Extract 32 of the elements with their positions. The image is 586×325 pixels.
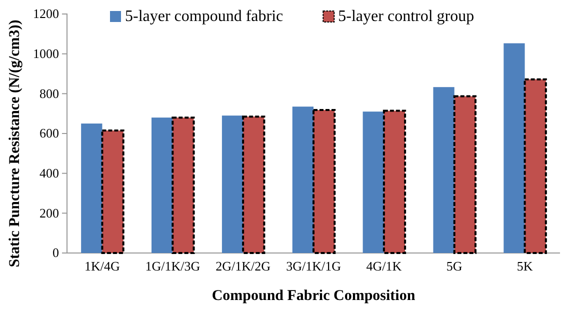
bar — [312, 109, 336, 254]
y-tick-label: 200 — [40, 205, 59, 220]
x-axis-title: Compound Fabric Composition — [212, 288, 416, 304]
bar — [292, 106, 314, 253]
legend-label: 5-layer compound fabric — [125, 8, 284, 25]
bar — [504, 43, 525, 253]
legend-label: 5-layer control group — [338, 8, 474, 25]
y-axis-title: Static Puncture Resistance (N/(g/cm3)) — [7, 20, 23, 268]
y-tick-label: 1000 — [33, 46, 59, 61]
x-tick-label: 1K/4G — [84, 258, 120, 274]
y-tick-label: 800 — [40, 86, 59, 101]
bar — [382, 110, 406, 254]
bar — [172, 116, 195, 254]
x-tick-label: 5K — [516, 258, 534, 274]
bar — [101, 130, 124, 254]
y-tick-label: 0 — [52, 245, 59, 260]
y-tick-label: 600 — [40, 126, 59, 141]
y-tick-label: 1200 — [33, 6, 59, 22]
bar — [453, 95, 476, 254]
bar — [152, 118, 173, 253]
bar — [242, 116, 266, 254]
bar — [362, 112, 384, 253]
bar — [222, 116, 244, 253]
bar — [81, 124, 102, 253]
x-tick-label: 2G/1K/2G — [216, 258, 271, 274]
y-tick-label: 400 — [40, 165, 59, 180]
x-tick-label: 5G — [446, 258, 462, 274]
x-tick-label: 3G/1K/1G — [286, 258, 341, 274]
bar — [433, 87, 454, 253]
x-tick-label: 4G/1K — [366, 258, 402, 274]
bar — [524, 78, 547, 254]
x-tick-label: 1G/1K/3G — [145, 258, 200, 274]
